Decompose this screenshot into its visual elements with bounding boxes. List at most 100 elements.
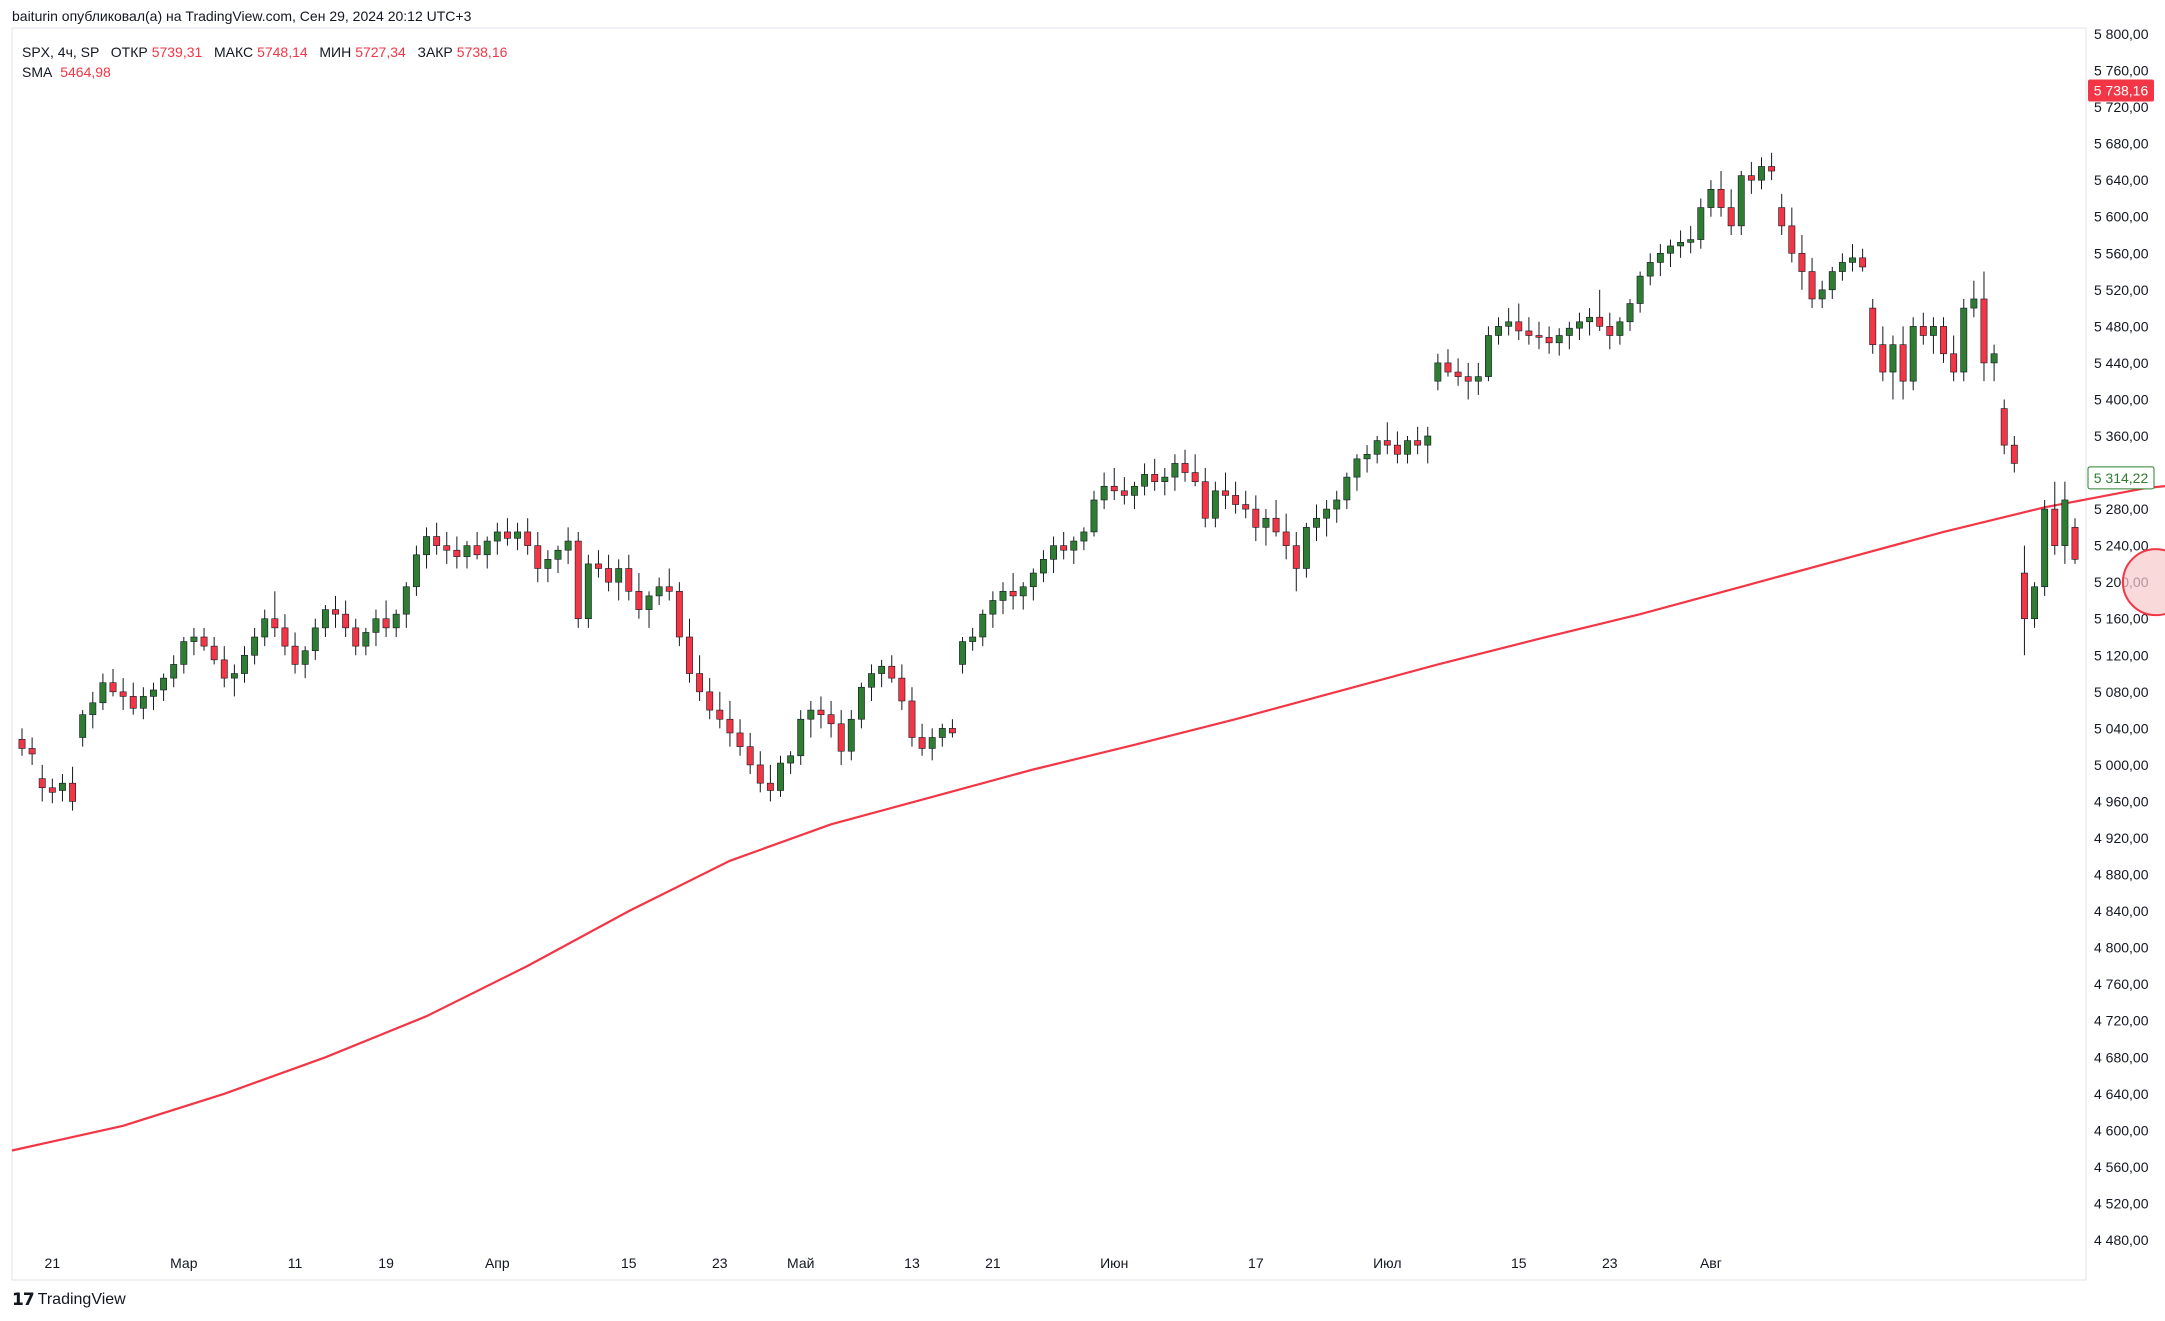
y-tick-label: 5 520,00 [2094,282,2149,298]
candle-body [1313,517,1320,528]
candle-body [1080,531,1088,542]
candle [1070,536,1078,564]
y-tick-label: 5 160,00 [2094,611,2149,627]
candle-body [1778,207,1786,227]
candle [493,522,501,555]
candle-body [1323,508,1331,519]
candle-body [1070,540,1078,551]
candle [534,531,542,583]
candle-body [332,609,339,615]
candle-body [1950,353,1958,373]
price-axis[interactable]: 4 480,00 4 520,00 4 560,00 4 600,00 4 640,00… [2094,26,2149,1248]
candle [1353,454,1361,491]
candle-body [948,728,956,734]
candle-body [1434,362,1442,382]
candle [1474,362,1482,395]
candle-body [736,732,744,747]
candle-body [291,645,299,665]
candle [69,766,77,811]
candle [817,696,825,729]
candle [1667,239,1674,267]
y-tick-label: 5 600,00 [2094,209,2149,225]
candle [1909,317,1917,391]
candle [150,682,157,711]
candle-body [898,677,906,702]
candle [1495,317,1502,345]
candle [1596,289,1604,331]
candle-body [311,627,319,652]
candle [898,664,906,711]
candle [686,618,693,683]
candle-body [1242,504,1250,510]
candle-body [1849,257,1856,263]
candle [1292,531,1300,592]
candle-body [2061,499,2069,546]
tradingview-brand[interactable]: 𝟭𝟳 TradingView [12,1290,126,1310]
candle-body [928,737,936,749]
y-tick-label: 5 560,00 [2094,245,2149,261]
candle-body [635,591,643,610]
candle-body [220,659,228,679]
candle [230,664,238,697]
candle-body [1211,490,1219,519]
candle-body [534,545,542,569]
candle [1889,335,1897,400]
candle [1747,161,1755,194]
candle-body [251,636,259,656]
candle-body [241,654,248,674]
candle-body [1424,435,1432,446]
candle [1990,344,1998,382]
candle-body [210,645,218,661]
candle-body [1029,572,1037,588]
candle-body [1414,440,1422,446]
candle [1100,472,1108,510]
candle-body [564,540,572,551]
candle [1849,244,1856,272]
candle [1272,499,1280,537]
candle-body [1707,189,1715,208]
candle [706,678,714,720]
candle [726,700,734,747]
time-axis[interactable]: 21 Мар 11 19 Апр 15 23 Май 13 21 Июн 17 Июл 15 23 Авг [45,1255,1722,1271]
candle-body [1383,440,1391,446]
candle [1636,271,1644,313]
symbol-label[interactable]: SPX, 4ч, SP [22,44,100,60]
candle-body [1262,517,1270,528]
x-tick-label: 23 [1602,1255,1618,1271]
candle-body [1373,440,1381,455]
candle [2071,518,2079,564]
candle-body [746,746,754,766]
candle [544,550,552,583]
candle-body [342,613,350,629]
candle-body [473,545,481,556]
candle-body [847,718,855,752]
candle [261,609,269,647]
y-tick-label: 5 640,00 [2094,172,2149,188]
candle [1404,436,1411,464]
low-value: 5727,34 [355,44,406,60]
candle [1232,481,1240,514]
candle-body [1747,175,1755,181]
candle-body [665,586,673,592]
candle-body [2071,527,2079,560]
candle-body [706,691,714,711]
candle-body [1818,289,1826,300]
y-tick-label: 5 120,00 [2094,647,2149,663]
sma-label[interactable]: SMA [22,64,53,80]
candle-body [1758,166,1765,181]
candle-body [1576,321,1583,329]
candle-body [544,559,552,569]
x-tick-label: Май [787,1255,814,1271]
candle-body [514,531,521,539]
candle [99,673,107,711]
candle [1778,193,1786,235]
candle [655,577,663,606]
candle [1515,303,1523,341]
candle [1424,426,1432,464]
candle [1929,317,1937,354]
x-tick-label: 19 [378,1255,394,1271]
candle [1454,358,1462,386]
candle-body [1545,337,1553,344]
candle [1687,225,1695,254]
